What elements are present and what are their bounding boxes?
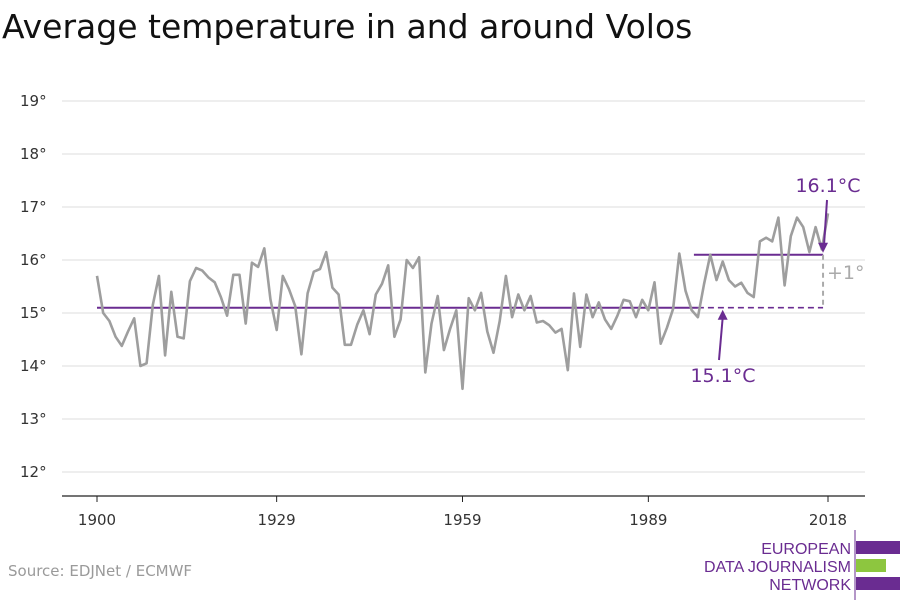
logo-bar-3 <box>856 577 900 590</box>
logo-bar-2 <box>856 559 886 572</box>
x-tick-labels: 1900 1929 1959 1989 2018 <box>78 511 847 529</box>
logo-bar-1 <box>856 541 900 554</box>
recent-arrow-shaft <box>823 199 828 245</box>
y-tick-label: 12° <box>20 463 47 481</box>
chart-title: Average temperature in and around Volos <box>2 7 692 46</box>
x-tick-label: 1900 <box>78 511 116 529</box>
reference-lines <box>97 253 825 309</box>
recent-average-label: 16.1°C <box>795 175 860 197</box>
x-tick-label: 1929 <box>258 511 296 529</box>
series-layer <box>95 213 830 391</box>
edjnet-logo: EUROPEAN DATA JOURNALISM NETWORK <box>704 530 900 600</box>
y-tick-label: 19° <box>20 92 47 110</box>
recent-arrow-head <box>818 242 829 253</box>
logo-line-2: DATA JOURNALISM <box>704 559 851 576</box>
logo-line-3: NETWORK <box>769 577 851 594</box>
x-tick-label: 1989 <box>629 511 667 529</box>
x-axis <box>62 495 865 502</box>
y-tick-label: 15° <box>20 304 47 322</box>
y-tick-labels: 12° 13° 14° 15° 16° 17° 18° 19° <box>20 92 47 481</box>
logo-line-1: EUROPEAN <box>761 541 851 558</box>
source-note: Source: EDJNet / ECMWF <box>8 562 192 580</box>
y-tick-label: 14° <box>20 357 47 375</box>
y-tick-label: 13° <box>20 410 47 428</box>
temperature-series-line <box>95 213 830 391</box>
baseline-label: 15.1°C <box>690 365 755 387</box>
x-tick-label: 1959 <box>443 511 481 529</box>
y-tick-label: 18° <box>20 145 47 163</box>
difference-label: +1° <box>827 262 865 284</box>
baseline-arrow-shaft <box>718 317 724 361</box>
y-tick-label: 17° <box>20 198 47 216</box>
annotations: 16.1°C 15.1°C +1° <box>690 175 864 387</box>
x-tick-label: 2018 <box>809 511 847 529</box>
y-tick-label: 16° <box>20 251 47 269</box>
baseline-arrow-head <box>717 309 728 320</box>
